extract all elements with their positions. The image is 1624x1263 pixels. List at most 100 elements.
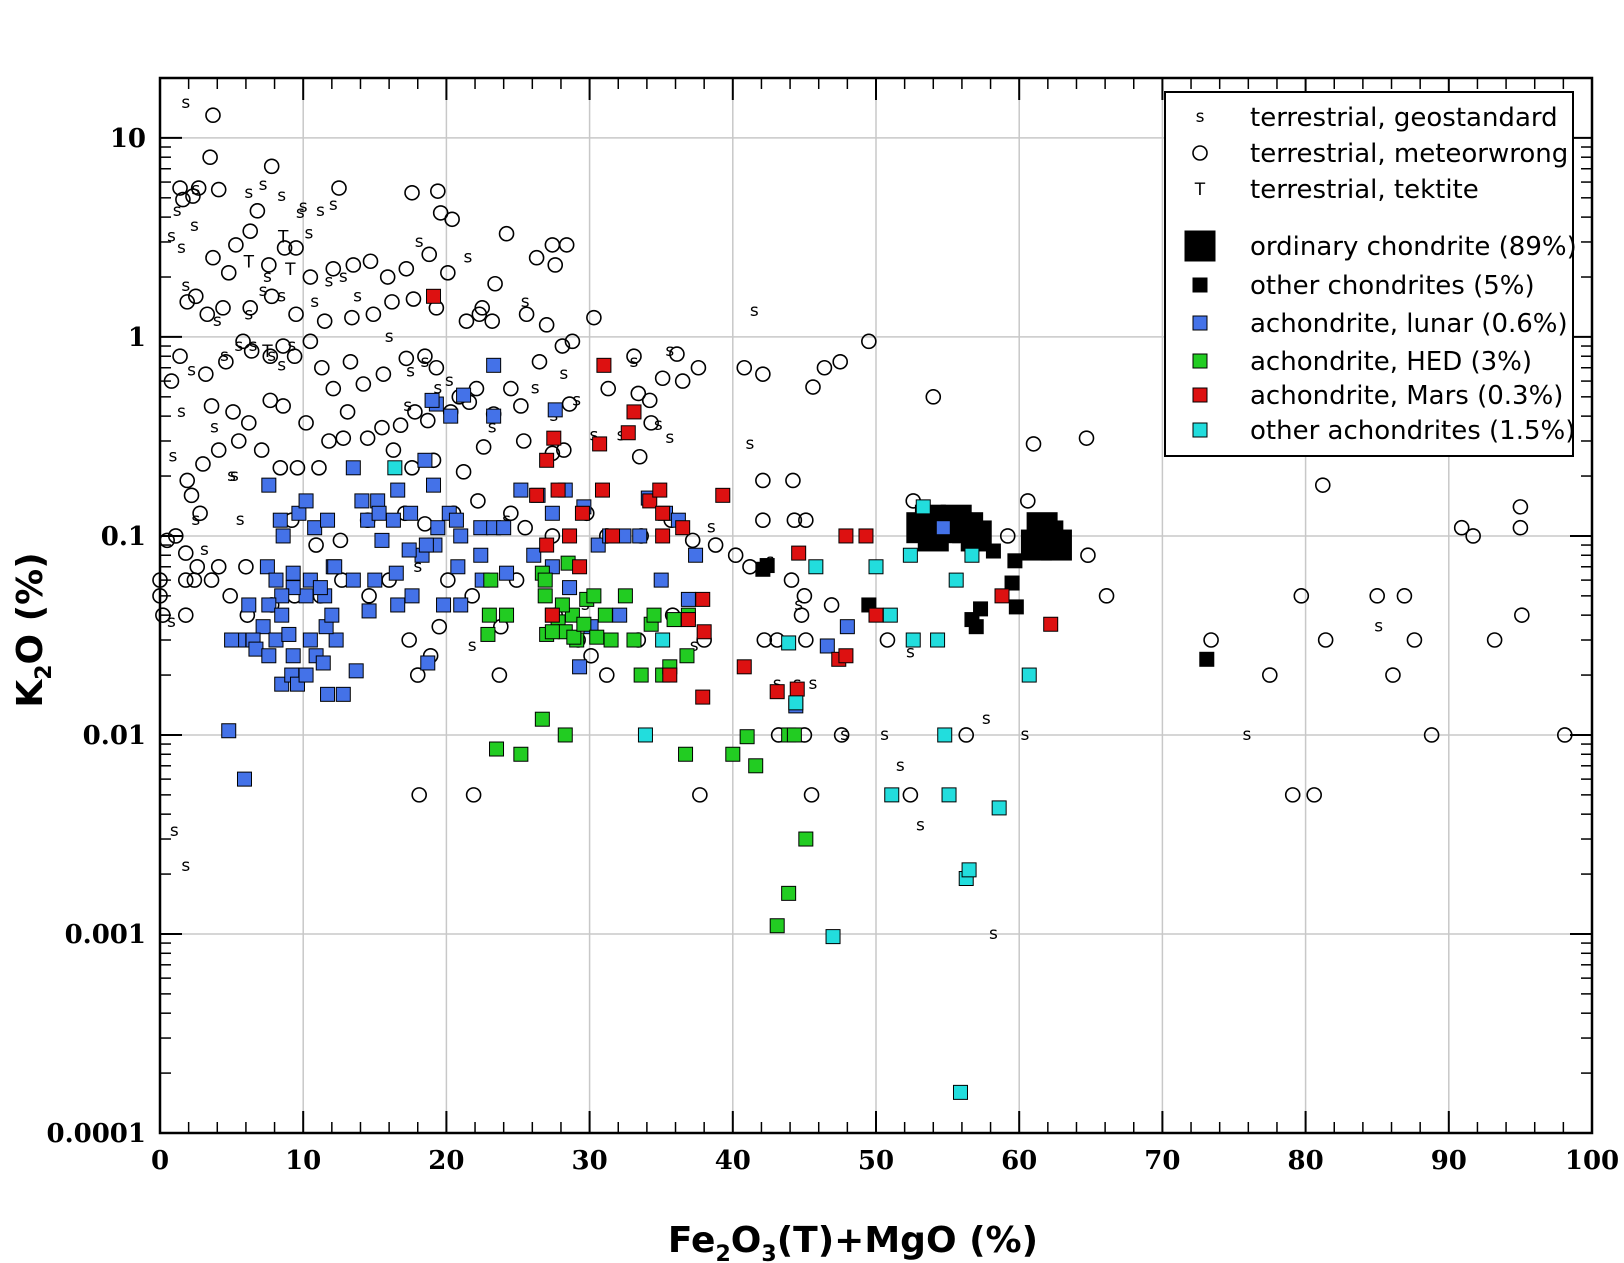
data-point [678,746,694,762]
data-point [808,559,824,575]
data-point: s [263,267,272,287]
data-point [796,588,813,604]
data-point [646,607,662,623]
data-point: s [249,336,258,356]
data-point [228,237,244,253]
data-point [375,366,392,382]
data-point: s [445,371,454,391]
data-point [1021,667,1037,683]
data-point [825,929,841,945]
data-point [562,580,578,596]
data-point [736,359,753,376]
data-point [186,572,203,588]
data-point [707,537,724,553]
data-point [652,482,668,498]
data-point [633,667,649,683]
data-point [365,306,382,323]
data-point [513,398,529,414]
data-point: s [244,183,253,203]
data-point [327,559,343,575]
data-point [172,348,188,365]
x-tick-label: 20 [428,1146,464,1176]
data-point [298,667,314,683]
data-point [387,460,403,476]
data-point [786,727,802,743]
data-point [1026,512,1058,544]
data-point [222,588,238,604]
data-point: s [190,216,199,236]
data-point [468,380,485,397]
legend-marker [1192,387,1208,403]
data-point [515,433,532,449]
data-point [973,601,989,617]
data-point [879,632,896,648]
data-point [385,512,401,528]
data-point [374,532,390,548]
data-point [261,257,277,273]
data-point [418,537,434,553]
data-point [470,493,486,509]
x-tick-label: 30 [572,1146,608,1176]
data-point [475,439,492,455]
data-point [236,771,252,787]
x-tick-label: 70 [1144,1146,1180,1176]
data-point [526,547,542,563]
data-point [838,528,854,544]
data-point [183,487,200,504]
data-point [755,366,771,382]
data-point [261,477,277,493]
data-point [823,597,840,613]
data-point [328,632,344,648]
data-point [339,404,356,420]
data-point [440,572,456,588]
data-point [255,619,271,635]
data-point [315,655,331,671]
data-point [596,357,612,373]
data-point [641,392,658,409]
data-point [597,607,613,623]
data-point: s [213,311,222,331]
data-point [915,499,931,515]
data-point [486,357,502,373]
data-point [384,294,400,310]
data-point: s [773,674,782,694]
data-point [594,482,610,498]
data-point [498,225,515,242]
data-point [861,333,877,350]
data-point: s [413,557,422,577]
data-point [483,572,499,588]
data-point [456,387,472,403]
data-point [603,632,619,648]
data-point [655,632,671,648]
data-point [1284,787,1301,803]
data-point [583,647,599,664]
data-point [499,565,515,581]
data-point [320,686,336,702]
data-point [253,442,270,458]
data-point: s [463,248,472,268]
data-point [308,537,324,553]
data-point [1369,588,1385,604]
data-point [643,415,659,431]
data-point [958,727,975,743]
data-point [1021,542,1037,558]
data-point [491,667,508,683]
data-point [489,741,505,757]
data-point [626,404,642,420]
data-point [1199,651,1215,667]
data-point [544,624,560,640]
data-point [331,180,347,196]
data-point: s [181,93,190,113]
data-point [544,237,561,253]
data-point: s [181,276,190,296]
data-point [430,183,446,199]
data-point [586,309,602,326]
data-point [1514,607,1530,623]
data-point: s [259,281,268,301]
data-point [285,565,301,581]
legend-marker [1192,422,1208,438]
data-point [464,588,480,604]
data-point [243,343,260,359]
y-tick-labels: 0.0001 0.001 0.01 0.1 1 10 [46,124,146,1149]
data-point [1008,599,1024,615]
